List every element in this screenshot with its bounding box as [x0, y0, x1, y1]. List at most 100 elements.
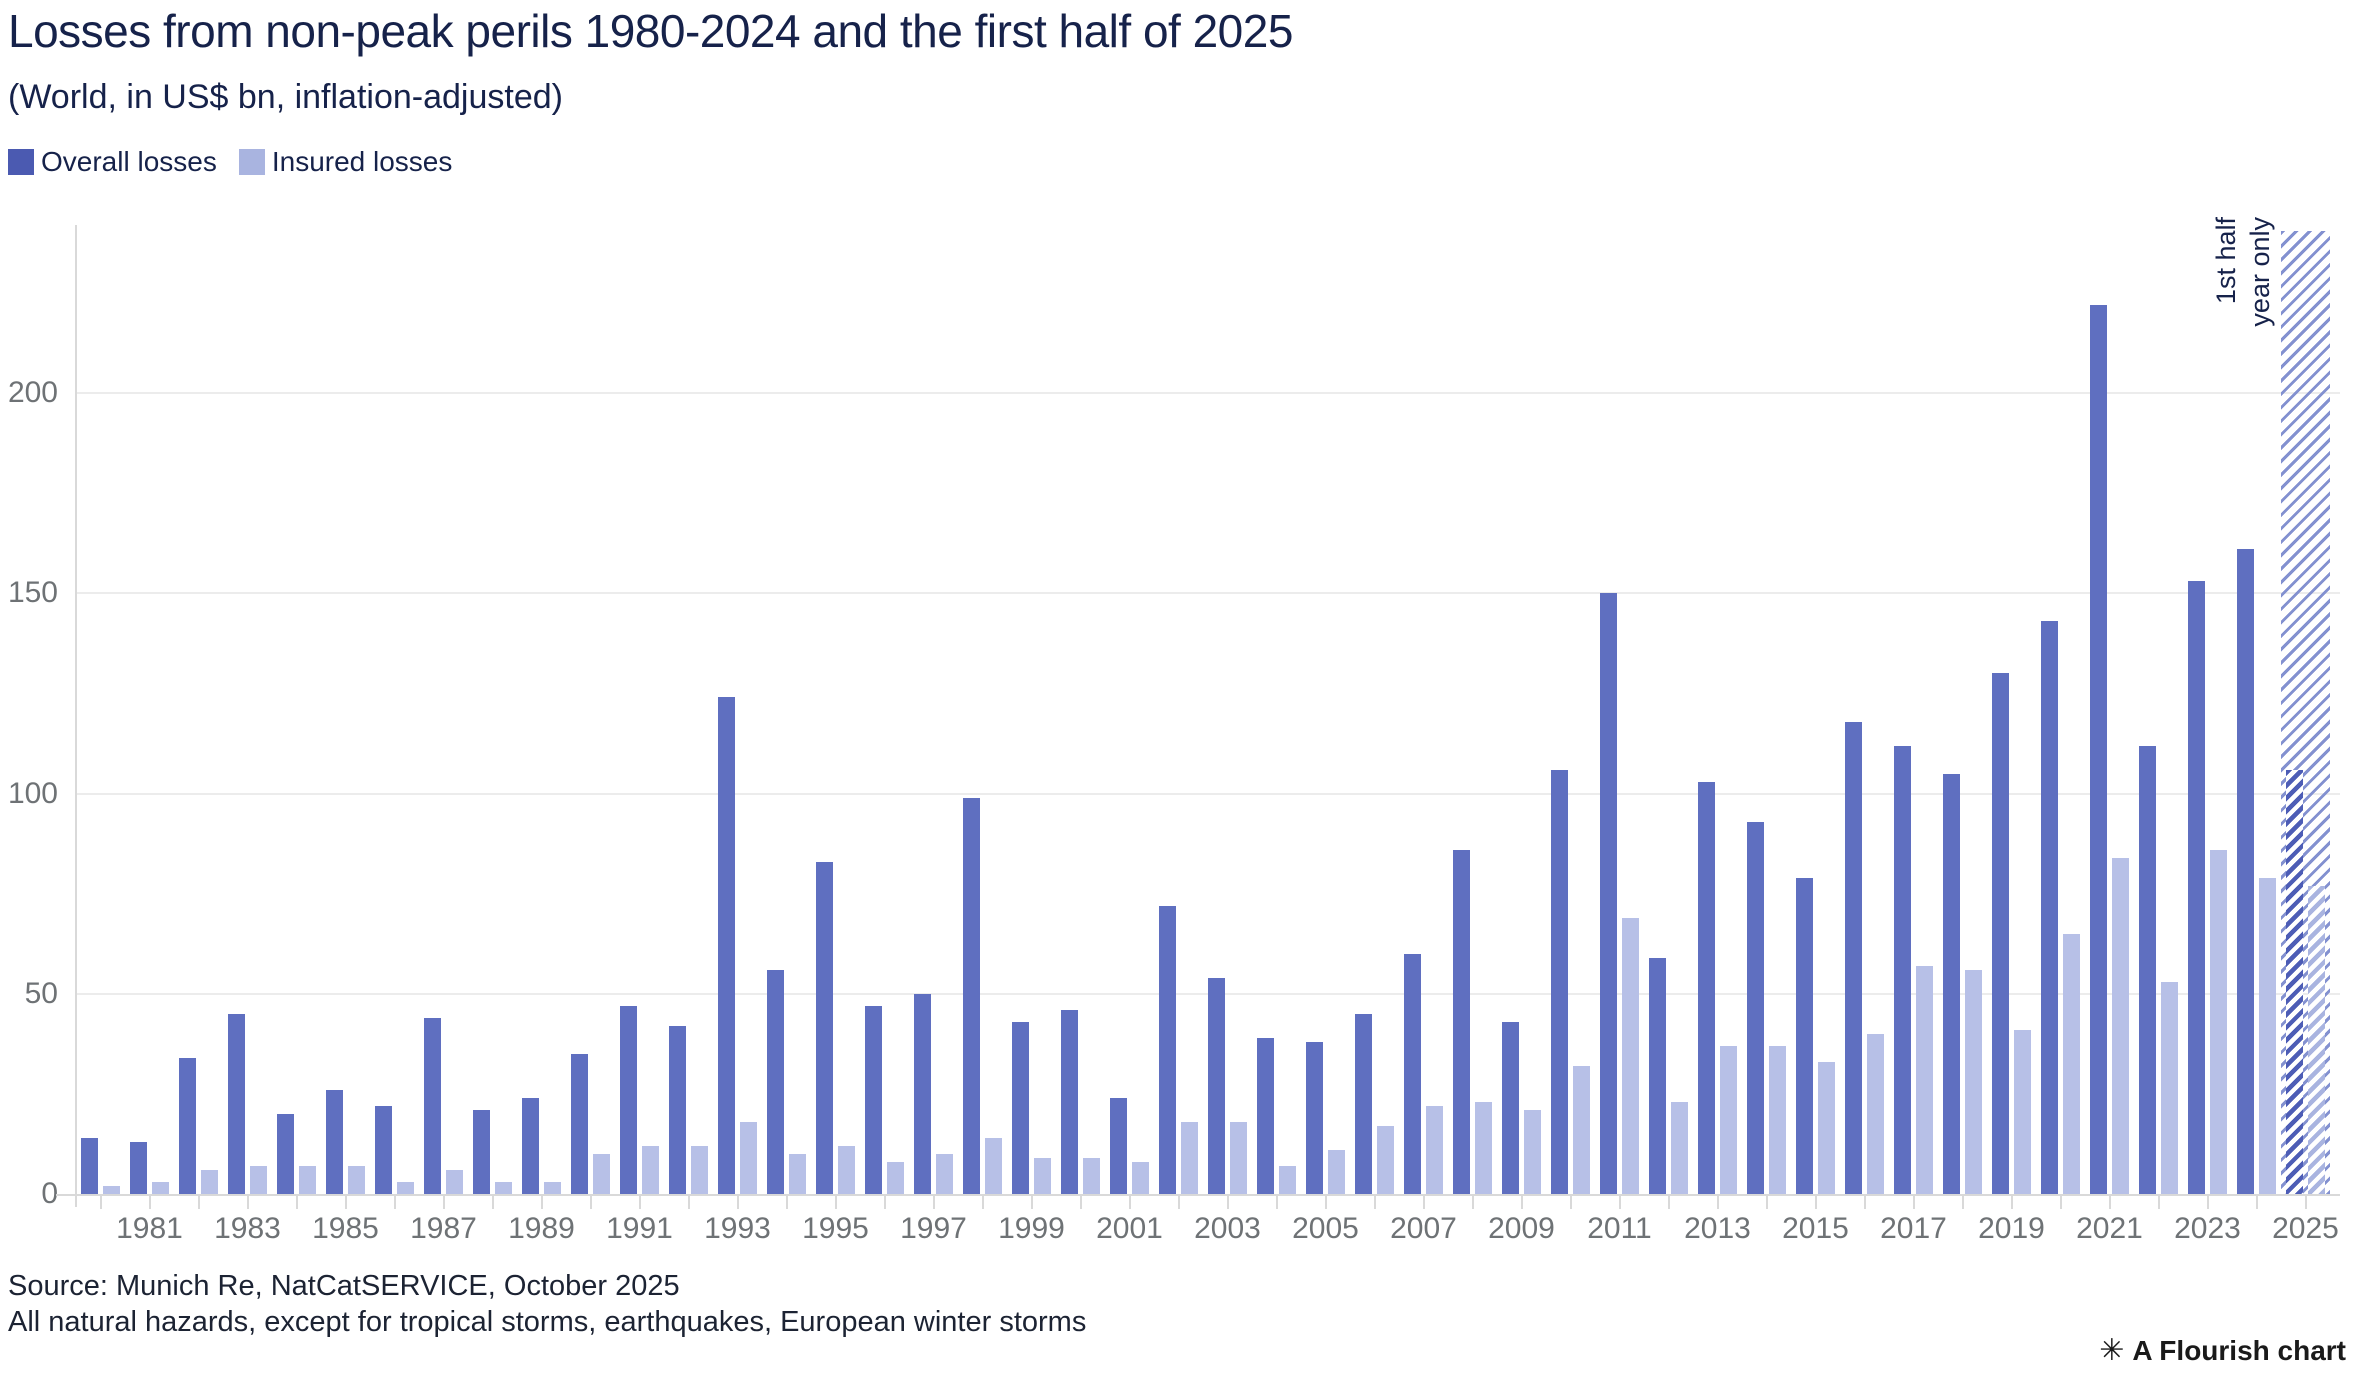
- bar-insured-2005[interactable]: [1328, 1149, 1345, 1194]
- bar-insured-2021[interactable]: [2112, 857, 2129, 1194]
- bar-insured-1996[interactable]: [887, 1161, 904, 1194]
- bar-overall-1995[interactable]: [816, 861, 833, 1194]
- bar-insured-2017[interactable]: [1916, 965, 1933, 1194]
- bar-overall-2017[interactable]: [1894, 745, 1911, 1194]
- bar-insured-2010[interactable]: [1573, 1065, 1590, 1194]
- bar-overall-2002[interactable]: [1159, 905, 1176, 1194]
- x-axis-label-1983: 1983: [214, 1212, 281, 1245]
- legend-item-overall-losses[interactable]: Overall losses: [8, 146, 217, 178]
- bar-overall-1984[interactable]: [277, 1113, 294, 1194]
- bar-insured-2025[interactable]: [2308, 885, 2325, 1194]
- bar-insured-2018[interactable]: [1965, 969, 1982, 1194]
- bar-overall-2020[interactable]: [2041, 621, 2058, 1194]
- bar-overall-2004[interactable]: [1257, 1037, 1274, 1194]
- bar-insured-1993[interactable]: [740, 1121, 757, 1194]
- bar-overall-1991[interactable]: [620, 1005, 637, 1194]
- bar-overall-1998[interactable]: [963, 797, 980, 1194]
- bar-insured-2023[interactable]: [2210, 849, 2227, 1194]
- bar-overall-1983[interactable]: [228, 1013, 245, 1194]
- bar-insured-1981[interactable]: [152, 1181, 169, 1194]
- bar-overall-2009[interactable]: [1502, 1021, 1519, 1194]
- bar-overall-1999[interactable]: [1012, 1021, 1029, 1194]
- bar-insured-1980[interactable]: [103, 1185, 120, 1194]
- bar-insured-1985[interactable]: [348, 1165, 365, 1194]
- bar-insured-1984[interactable]: [299, 1165, 316, 1194]
- chart-footer: Source: Munich Re, NatCatSERVICE, Octobe…: [8, 1268, 1086, 1340]
- bar-overall-1990[interactable]: [571, 1053, 588, 1194]
- bar-overall-2011[interactable]: [1600, 593, 1617, 1194]
- bar-insured-2020[interactable]: [2063, 933, 2080, 1194]
- bar-insured-2015[interactable]: [1818, 1061, 1835, 1194]
- bar-insured-2014[interactable]: [1769, 1045, 1786, 1194]
- bar-insured-2007[interactable]: [1426, 1105, 1443, 1194]
- bar-overall-2018[interactable]: [1943, 773, 1960, 1194]
- bar-overall-2022[interactable]: [2139, 745, 2156, 1194]
- bar-overall-1988[interactable]: [473, 1109, 490, 1194]
- bar-insured-2022[interactable]: [2161, 981, 2178, 1194]
- bar-insured-2003[interactable]: [1230, 1121, 1247, 1194]
- bar-insured-2011[interactable]: [1622, 917, 1639, 1194]
- bar-insured-2004[interactable]: [1279, 1165, 1296, 1194]
- bar-overall-2023[interactable]: [2188, 581, 2205, 1194]
- bar-overall-2003[interactable]: [1208, 977, 1225, 1194]
- bar-insured-2001[interactable]: [1132, 1161, 1149, 1194]
- bar-overall-2008[interactable]: [1453, 849, 1470, 1194]
- bar-insured-1982[interactable]: [201, 1169, 218, 1194]
- bar-overall-1986[interactable]: [375, 1105, 392, 1194]
- bar-insured-2016[interactable]: [1867, 1033, 1884, 1194]
- bar-overall-2013[interactable]: [1698, 781, 1715, 1194]
- bar-insured-2019[interactable]: [2014, 1029, 2031, 1194]
- bar-overall-2012[interactable]: [1649, 957, 1666, 1194]
- bar-insured-1992[interactable]: [691, 1145, 708, 1194]
- bar-insured-2024[interactable]: [2259, 877, 2276, 1194]
- bar-insured-1994[interactable]: [789, 1153, 806, 1194]
- bar-insured-2013[interactable]: [1720, 1045, 1737, 1194]
- bar-overall-2000[interactable]: [1061, 1009, 1078, 1194]
- bar-insured-1989[interactable]: [544, 1181, 561, 1194]
- bar-overall-2025[interactable]: [2286, 769, 2303, 1194]
- bar-overall-1993[interactable]: [718, 697, 735, 1194]
- bar-overall-2021[interactable]: [2090, 305, 2107, 1194]
- bar-overall-2015[interactable]: [1796, 877, 1813, 1194]
- bar-insured-1991[interactable]: [642, 1145, 659, 1194]
- bar-insured-1999[interactable]: [1034, 1157, 1051, 1194]
- bar-overall-2014[interactable]: [1747, 821, 1764, 1194]
- bar-insured-2009[interactable]: [1524, 1109, 1541, 1194]
- bar-overall-2024[interactable]: [2237, 549, 2254, 1194]
- bar-overall-1980[interactable]: [81, 1137, 98, 1194]
- bar-insured-1983[interactable]: [250, 1165, 267, 1194]
- bar-insured-1987[interactable]: [446, 1169, 463, 1194]
- bar-insured-1997[interactable]: [936, 1153, 953, 1194]
- bar-insured-2000[interactable]: [1083, 1157, 1100, 1194]
- bar-overall-2019[interactable]: [1992, 673, 2009, 1194]
- bar-insured-1988[interactable]: [495, 1181, 512, 1194]
- flourish-attribution-link[interactable]: ✳ A Flourish chart: [2099, 1333, 2346, 1368]
- bar-overall-1985[interactable]: [326, 1089, 343, 1194]
- bar-overall-1982[interactable]: [179, 1057, 196, 1194]
- bar-overall-1981[interactable]: [130, 1141, 147, 1194]
- bar-overall-2006[interactable]: [1355, 1013, 1372, 1194]
- legend-label: Overall losses: [41, 146, 217, 177]
- bar-insured-2006[interactable]: [1377, 1125, 1394, 1194]
- x-tick-2010: [1569, 1196, 1572, 1209]
- bar-overall-1996[interactable]: [865, 1005, 882, 1194]
- bar-overall-2007[interactable]: [1404, 953, 1421, 1194]
- bar-overall-2005[interactable]: [1306, 1041, 1323, 1194]
- bar-overall-1987[interactable]: [424, 1017, 441, 1194]
- x-tick-2022: [2157, 1196, 2160, 1209]
- bar-overall-1997[interactable]: [914, 993, 931, 1194]
- bar-insured-1990[interactable]: [593, 1153, 610, 1194]
- bar-insured-2012[interactable]: [1671, 1101, 1688, 1194]
- bar-overall-2016[interactable]: [1845, 721, 1862, 1194]
- bar-overall-1992[interactable]: [669, 1025, 686, 1194]
- bar-overall-1994[interactable]: [767, 969, 784, 1194]
- bar-overall-2001[interactable]: [1110, 1097, 1127, 1194]
- legend-item-insured-losses[interactable]: Insured losses: [238, 146, 452, 178]
- bar-insured-1995[interactable]: [838, 1145, 855, 1194]
- bar-insured-1998[interactable]: [985, 1137, 1002, 1194]
- bar-overall-2010[interactable]: [1551, 769, 1568, 1194]
- bar-insured-2008[interactable]: [1475, 1101, 1492, 1194]
- bar-insured-1986[interactable]: [397, 1181, 414, 1194]
- bar-insured-2002[interactable]: [1181, 1121, 1198, 1194]
- bar-overall-1989[interactable]: [522, 1097, 539, 1194]
